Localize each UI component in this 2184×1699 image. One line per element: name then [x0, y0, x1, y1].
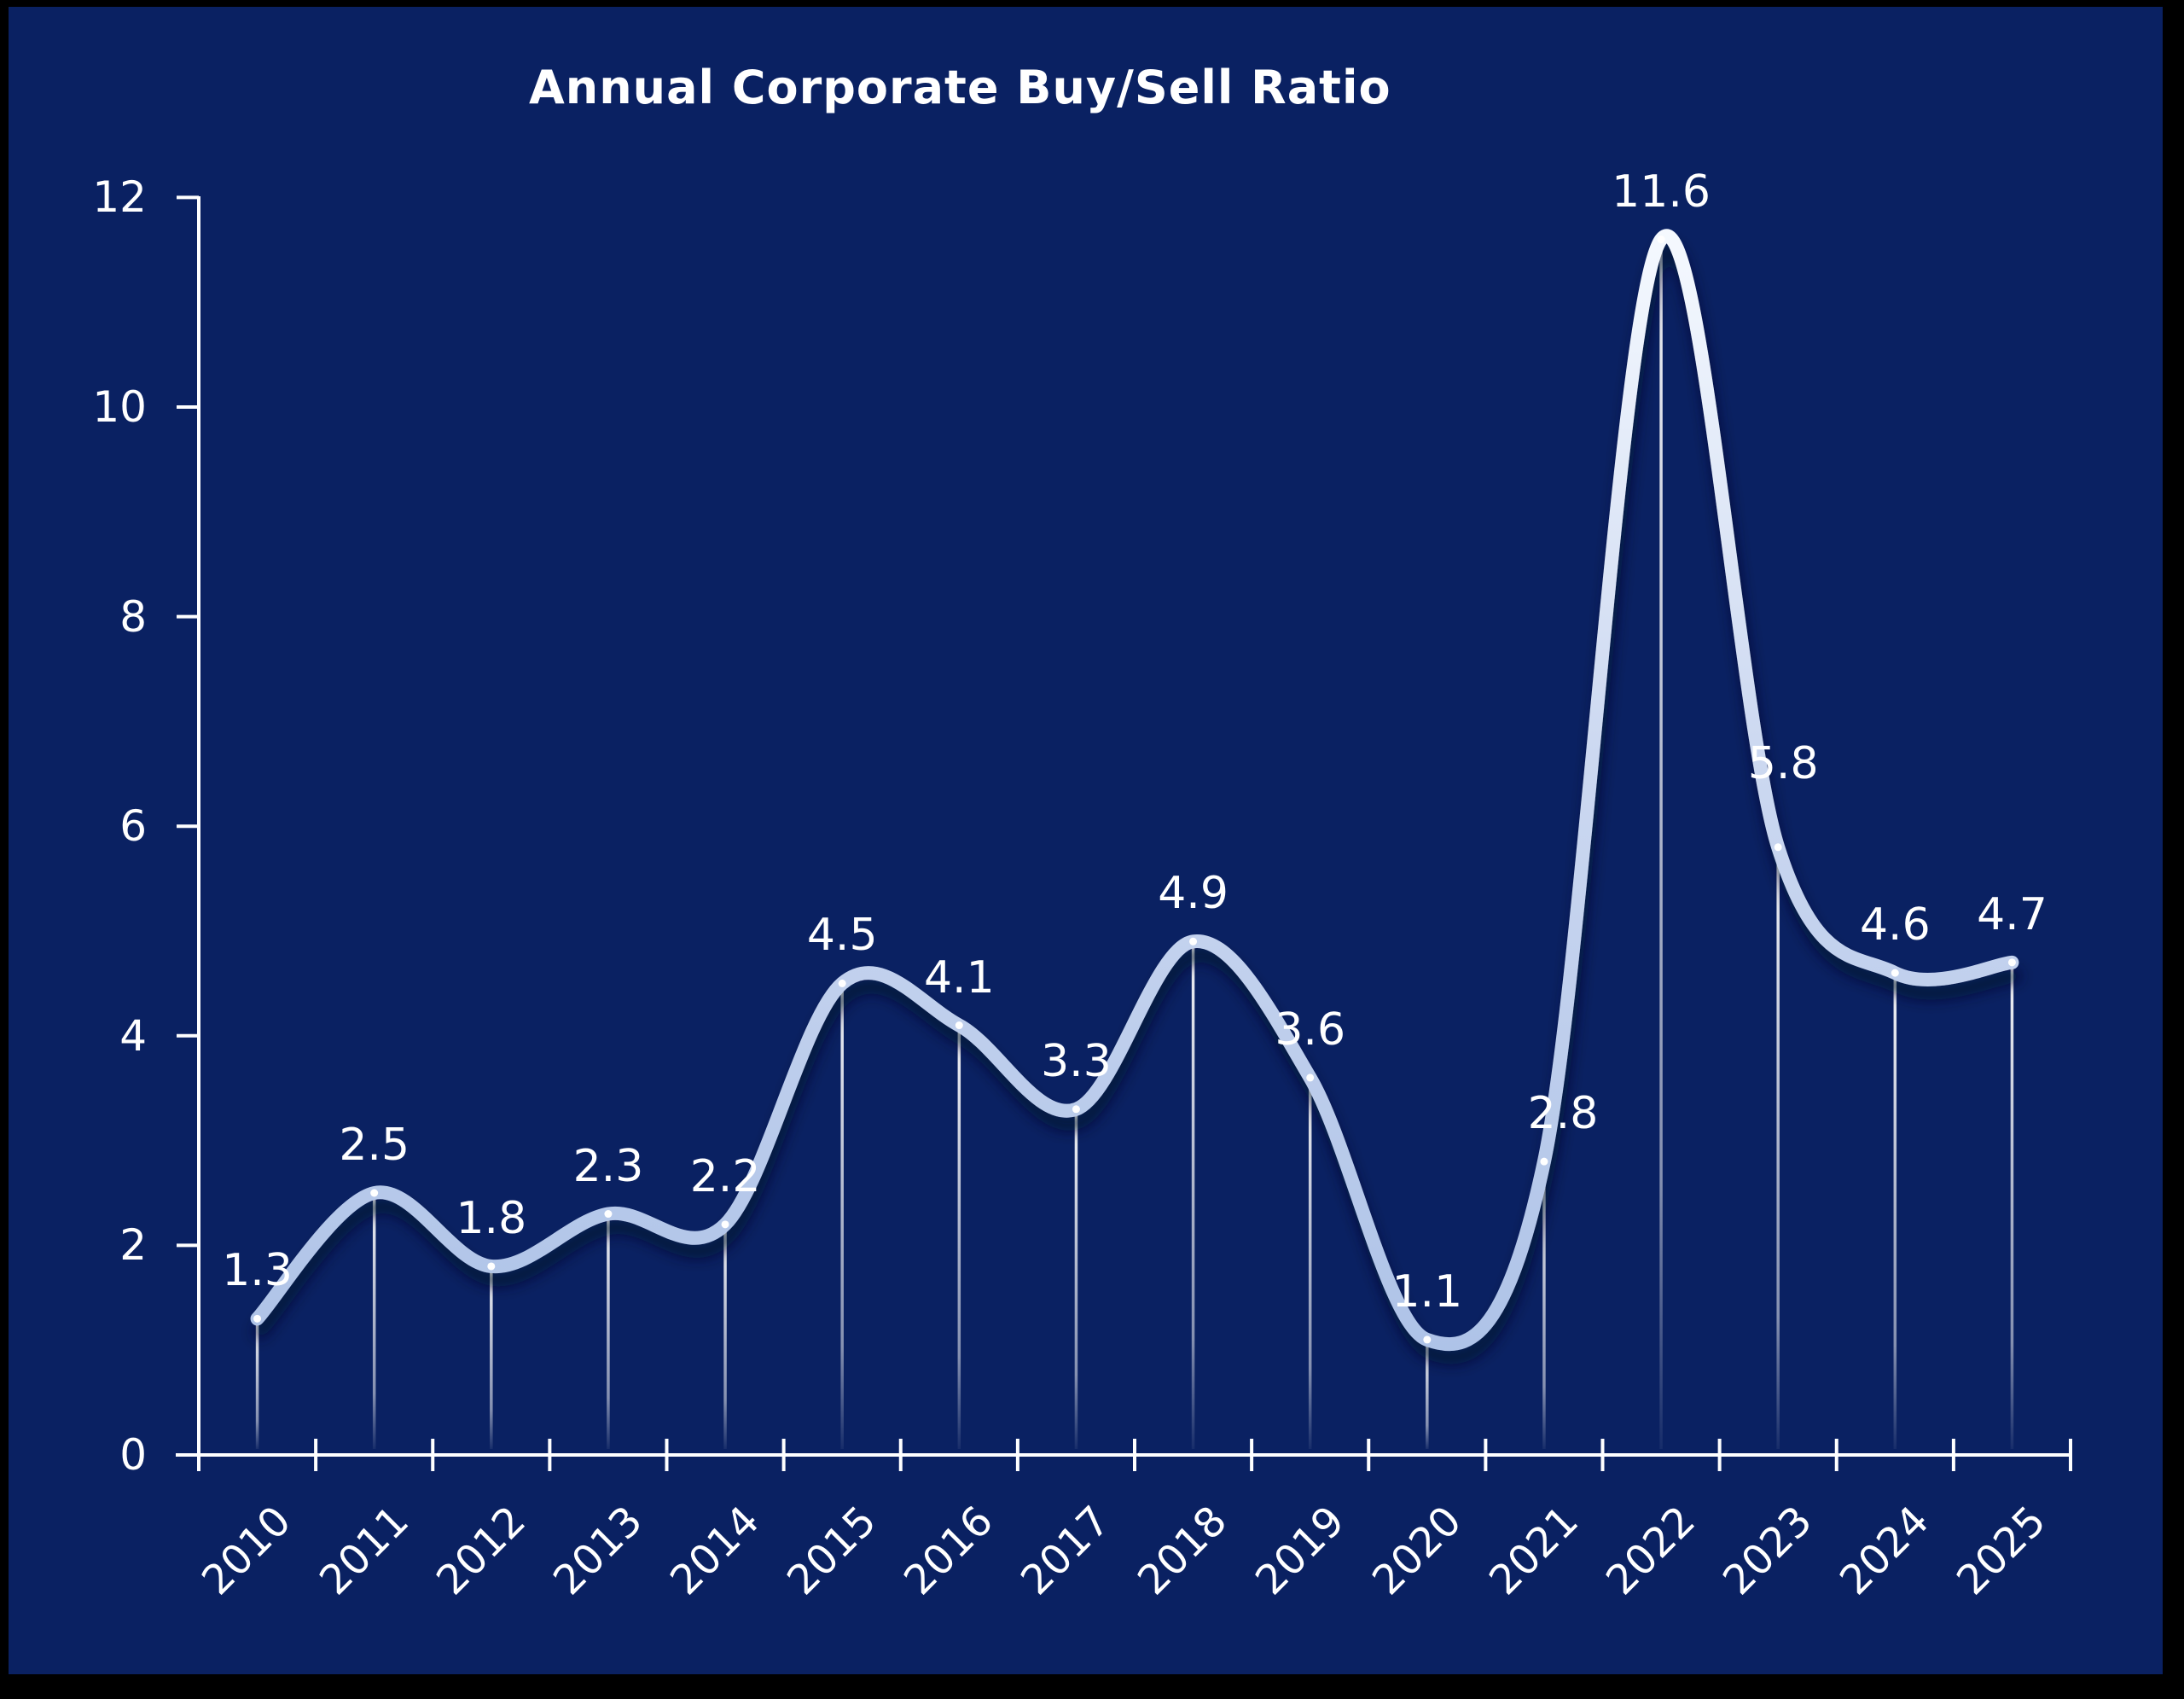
- data-point-marker: [2007, 958, 2016, 967]
- data-point-marker: [1072, 1105, 1080, 1114]
- value-label: 2.5: [339, 1120, 410, 1171]
- value-label: 1.1: [1391, 1266, 1463, 1318]
- y-axis-tick-label: 2: [119, 1220, 147, 1271]
- value-label: 4.9: [1158, 868, 1228, 920]
- value-label: 4.1: [923, 951, 995, 1004]
- value-label: 1.3: [222, 1245, 293, 1297]
- value-label: 2.8: [1527, 1088, 1599, 1140]
- value-label: 4.5: [806, 910, 878, 962]
- data-point-marker: [487, 1262, 496, 1271]
- data-point-marker: [370, 1189, 379, 1197]
- data-point-marker: [838, 979, 846, 987]
- chart-title: Annual Corporate Buy/Sell Ratio: [529, 61, 1391, 114]
- axes-and-ticks: [176, 195, 2072, 1471]
- y-axis-tick-label: 6: [119, 801, 147, 852]
- value-label: 11.6: [1612, 166, 1711, 218]
- data-point-marker: [1306, 1074, 1315, 1082]
- data-point-marker: [1423, 1335, 1432, 1344]
- chart-panel-background: [9, 7, 2163, 1674]
- value-label: 5.8: [1747, 737, 1819, 789]
- value-label: 1.8: [456, 1192, 527, 1244]
- y-axis-tick-label: 10: [92, 382, 147, 432]
- series-line: [250, 229, 2019, 1352]
- value-label: 4.6: [1859, 899, 1931, 951]
- data-point-marker: [721, 1220, 729, 1229]
- data-point-marker: [1540, 1157, 1548, 1166]
- y-axis-tick-label: 8: [119, 591, 147, 642]
- value-label: 4.7: [1977, 888, 2048, 940]
- data-point-marker: [955, 1021, 963, 1030]
- value-label: 3.6: [1275, 1004, 1346, 1056]
- data-point-marker: [1774, 843, 1782, 852]
- value-label: 2.2: [689, 1150, 761, 1202]
- data-point-marker: [1189, 937, 1198, 946]
- y-axis-tick-label: 0: [119, 1430, 147, 1480]
- data-point-marker: [253, 1314, 262, 1323]
- data-point-marker: [1657, 236, 1665, 244]
- y-axis-tick-label: 4: [119, 1010, 147, 1061]
- value-label: 2.3: [572, 1140, 644, 1192]
- y-axis-tick-label: 12: [92, 172, 147, 223]
- data-point-marker: [1891, 969, 1899, 977]
- data-point-marker: [604, 1210, 613, 1219]
- value-label: 3.3: [1041, 1035, 1112, 1087]
